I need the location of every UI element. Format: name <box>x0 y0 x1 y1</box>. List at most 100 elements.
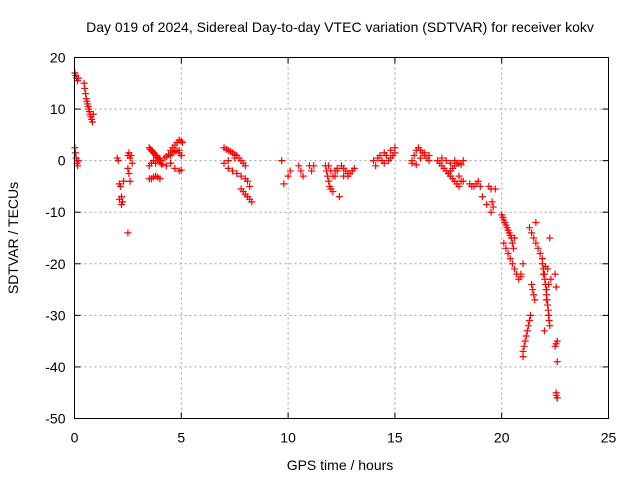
data-point <box>529 286 537 294</box>
data-point <box>546 234 554 242</box>
y-tick-labels: -50 -40 -30 -20 -10 0 10 20 <box>45 50 65 427</box>
data-point <box>120 177 128 185</box>
data-point <box>125 170 133 178</box>
data-point <box>82 90 90 98</box>
data-point <box>81 84 89 92</box>
data-point <box>547 275 555 283</box>
data-point <box>117 200 125 208</box>
data-point <box>438 154 446 162</box>
data-point <box>476 182 484 190</box>
data-point <box>224 157 232 165</box>
data-point <box>299 172 307 180</box>
data-point <box>387 146 395 154</box>
data-points <box>71 69 561 402</box>
data-point <box>246 182 254 190</box>
data-point <box>177 151 185 159</box>
data-point <box>340 172 348 180</box>
data-point <box>523 327 531 335</box>
data-point <box>244 177 252 185</box>
data-point <box>536 249 544 257</box>
data-point <box>171 164 179 172</box>
data-point <box>532 219 540 227</box>
data-point <box>500 239 508 247</box>
data-point <box>520 342 528 350</box>
data-point <box>88 118 96 126</box>
x-tick-label: 25 <box>601 430 617 446</box>
data-point <box>80 79 88 87</box>
data-point <box>425 151 433 159</box>
data-point <box>177 137 185 145</box>
data-point <box>525 317 533 325</box>
data-point <box>511 265 519 273</box>
data-point <box>128 159 136 167</box>
data-point <box>408 159 416 167</box>
data-point <box>474 177 482 185</box>
data-point <box>380 159 388 167</box>
data-point <box>331 172 339 180</box>
y-tick-label: 10 <box>50 101 66 117</box>
data-point <box>455 172 463 180</box>
data-point <box>545 311 553 319</box>
data-point <box>446 159 454 167</box>
data-point <box>528 229 536 237</box>
data-point <box>335 193 343 201</box>
data-point <box>115 195 123 203</box>
data-point <box>530 291 538 299</box>
data-point <box>175 146 183 154</box>
data-point <box>286 167 294 175</box>
data-point <box>382 151 390 159</box>
data-point <box>284 172 292 180</box>
grid-lines <box>74 57 609 419</box>
data-point <box>459 157 467 165</box>
y-tick-label: -50 <box>45 411 65 427</box>
data-point <box>421 149 429 157</box>
data-point <box>491 185 499 193</box>
data-point <box>442 157 450 165</box>
data-point <box>116 182 124 190</box>
data-point <box>156 175 164 183</box>
data-point <box>325 177 333 185</box>
data-point <box>280 180 288 188</box>
data-point <box>546 322 554 330</box>
data-point <box>478 193 486 201</box>
data-point <box>489 203 497 211</box>
y-tick-label: -10 <box>45 204 65 220</box>
data-point <box>231 154 239 162</box>
data-point <box>344 170 352 178</box>
data-point <box>502 244 510 252</box>
data-point <box>310 162 318 170</box>
x-tick-label: 20 <box>494 430 510 446</box>
data-point <box>391 144 399 152</box>
data-point <box>126 177 134 185</box>
data-point <box>220 159 228 167</box>
data-point <box>224 164 232 172</box>
data-point <box>539 270 547 278</box>
y-tick-label: -40 <box>45 359 65 375</box>
data-point <box>524 322 532 330</box>
data-point <box>158 161 166 169</box>
data-point <box>89 110 97 118</box>
data-point <box>545 280 553 288</box>
data-point <box>114 157 122 165</box>
data-point <box>329 188 337 196</box>
data-point <box>308 167 316 175</box>
data-point <box>511 234 519 242</box>
y-axis-label: SDTVAR / TECUs <box>5 182 21 294</box>
data-point <box>177 166 185 174</box>
x-tick-label: 0 <box>71 430 79 446</box>
data-point <box>521 337 529 345</box>
x-tick-labels: 0 5 10 15 20 25 <box>71 430 617 446</box>
data-point <box>544 265 552 273</box>
data-point <box>297 167 305 175</box>
data-point <box>370 157 378 165</box>
y-tick-label: -20 <box>45 256 65 272</box>
data-point <box>162 162 170 170</box>
data-point <box>455 182 463 190</box>
data-point <box>544 301 552 309</box>
data-point <box>552 283 560 291</box>
data-point <box>532 239 540 247</box>
data-point <box>278 157 286 165</box>
x-tick-label: 5 <box>177 430 185 446</box>
data-point <box>509 244 517 252</box>
